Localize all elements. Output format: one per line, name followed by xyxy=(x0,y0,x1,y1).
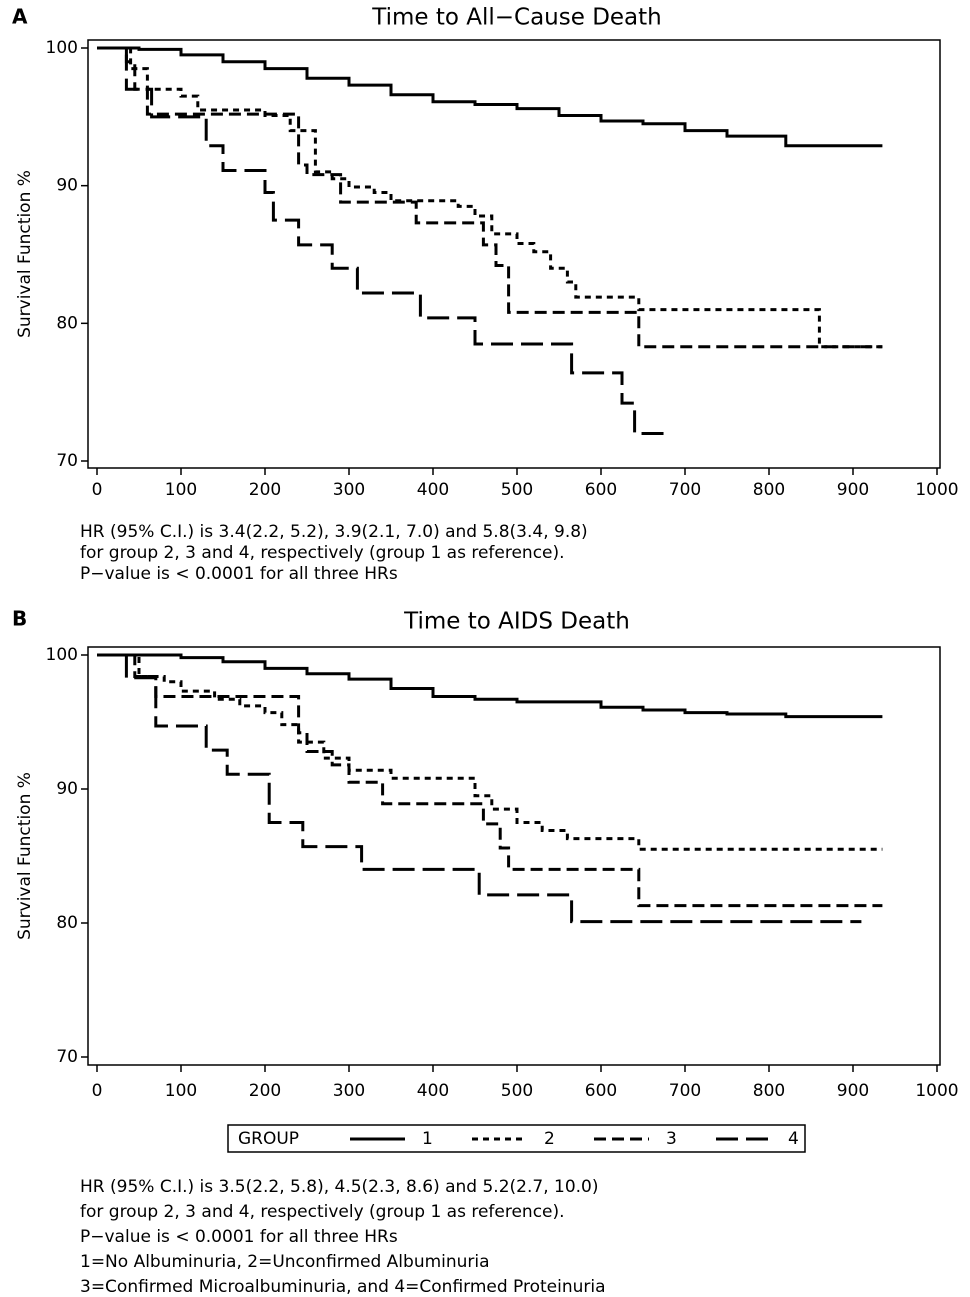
x-tick-label: 1000 xyxy=(915,1081,958,1101)
y-tick-label: 80 xyxy=(56,313,78,333)
y-tick-label: 100 xyxy=(46,645,78,665)
y-tick-label: 90 xyxy=(56,176,78,196)
x-tick-label: 800 xyxy=(753,480,785,500)
x-tick-label: 400 xyxy=(417,1081,449,1101)
footnote: HR (95% C.I.) is 3.4(2.2, 5.2), 3.9(2.1,… xyxy=(80,522,588,542)
x-tick-label: 100 xyxy=(165,1081,197,1101)
chart-title: Time to AIDS Death xyxy=(403,609,630,635)
x-tick-label: 500 xyxy=(501,480,533,500)
y-axis-label: Survival Function % xyxy=(15,772,35,940)
panel-label: A xyxy=(12,5,28,29)
x-tick-label: 700 xyxy=(669,1081,701,1101)
x-tick-label: 900 xyxy=(837,480,869,500)
survival-curve xyxy=(97,46,883,349)
survival-curve xyxy=(97,46,669,435)
survival-curve xyxy=(97,46,883,349)
legend-label: 4 xyxy=(788,1129,799,1149)
x-tick-label: 800 xyxy=(753,1081,785,1101)
legend-label: 3 xyxy=(666,1129,677,1149)
y-tick-label: 70 xyxy=(56,451,78,471)
footnote: P−value is < 0.0001 for all three HRs xyxy=(80,564,398,584)
y-tick-label: 70 xyxy=(56,1047,78,1067)
x-tick-label: 300 xyxy=(333,480,365,500)
x-tick-label: 200 xyxy=(249,1081,281,1101)
x-tick-label: 300 xyxy=(333,1081,365,1101)
survival-curve xyxy=(97,653,883,851)
panel-label: B xyxy=(12,607,27,631)
y-tick-label: 90 xyxy=(56,779,78,799)
legend-label: 1 xyxy=(422,1129,433,1149)
x-tick-label: 900 xyxy=(837,1081,869,1101)
footnote: 1=No Albuminuria, 2=Unconfirmed Albuminu… xyxy=(80,1252,490,1272)
y-tick-label: 100 xyxy=(46,38,78,58)
x-tick-label: 400 xyxy=(417,480,449,500)
x-tick-label: 0 xyxy=(92,480,103,500)
x-tick-label: 600 xyxy=(585,480,617,500)
plot-frame xyxy=(87,39,941,469)
y-tick-label: 80 xyxy=(56,913,78,933)
survival-curve xyxy=(97,653,883,719)
x-tick-label: 200 xyxy=(249,480,281,500)
x-tick-label: 100 xyxy=(165,480,197,500)
x-tick-label: 600 xyxy=(585,1081,617,1101)
footnote: for group 2, 3 and 4, respectively (grou… xyxy=(80,543,565,563)
footnote: P−value is < 0.0001 for all three HRs xyxy=(80,1227,398,1247)
x-tick-label: 1000 xyxy=(915,480,958,500)
survival-curve xyxy=(97,46,883,148)
chart-title: Time to All−Cause Death xyxy=(371,5,662,31)
x-tick-label: 700 xyxy=(669,480,701,500)
footnote: for group 2, 3 and 4, respectively (grou… xyxy=(80,1202,565,1222)
plot-frame xyxy=(87,646,941,1066)
x-tick-label: 0 xyxy=(92,1081,103,1101)
x-tick-label: 500 xyxy=(501,1081,533,1101)
footnote: 3=Confirmed Microalbuminuria, and 4=Conf… xyxy=(80,1277,606,1297)
footnote: HR (95% C.I.) is 3.5(2.2, 5.8), 4.5(2.3,… xyxy=(80,1177,598,1197)
legend-label: 2 xyxy=(544,1129,555,1149)
survival-curve xyxy=(97,653,862,924)
y-axis-label: Survival Function % xyxy=(15,170,35,338)
legend-title: GROUP xyxy=(238,1129,299,1149)
legend-box xyxy=(227,1124,806,1153)
